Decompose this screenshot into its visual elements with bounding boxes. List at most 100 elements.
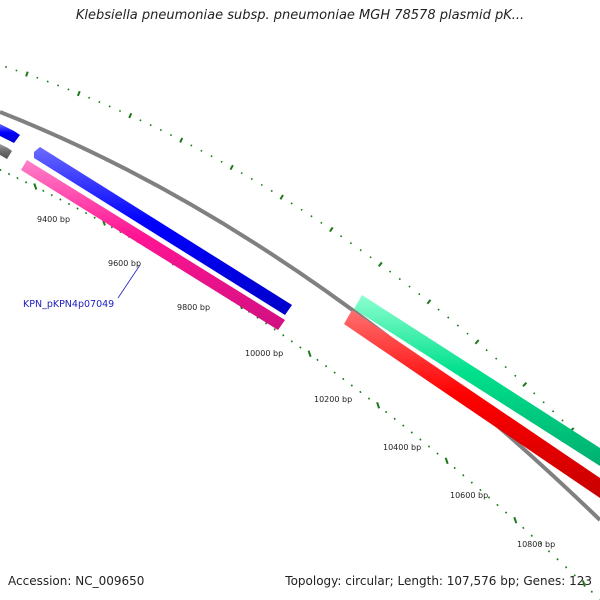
ruler-minor-tick <box>398 277 401 281</box>
tick-label-10400: 10400 bp <box>383 443 421 452</box>
ruler-inner-minor-tick <box>350 384 353 387</box>
ruler-minor-tick <box>418 293 421 296</box>
ruler-minor-tick <box>139 119 142 122</box>
ruler-inner-minor-tick <box>419 438 422 441</box>
ruler-major-tick <box>229 164 234 171</box>
feature-layer <box>0 124 600 498</box>
ruler-inner-minor-tick <box>110 226 113 229</box>
map-title: Klebsiella pneumoniae subsp. pneumoniae … <box>75 8 525 23</box>
ruler-minor-tick <box>300 208 303 211</box>
green-gene[interactable] <box>354 295 600 466</box>
ruler-inner-minor-tick <box>427 445 431 448</box>
ruler-inner-minor-tick <box>547 550 551 553</box>
ruler-inner-minor-tick <box>539 542 542 545</box>
ruler-minor-tick <box>340 235 343 238</box>
ruler-minor-tick <box>159 128 162 132</box>
ruler-major-tick <box>76 90 81 97</box>
ruler-inner-minor-tick <box>316 358 319 362</box>
tick-label-9600: 9600 bp <box>108 259 141 268</box>
ruler-inner-minor-tick <box>470 481 473 484</box>
ruler-inner-minor-tick <box>367 397 371 400</box>
tick-label-9800: 9800 bp <box>177 303 210 312</box>
ruler-inner-minor-tick <box>264 322 268 325</box>
ruler-inner-minor-tick <box>93 216 96 219</box>
ruler-major-tick <box>128 112 133 119</box>
ruler-minor-tick <box>15 69 18 72</box>
ruler-inner-minor-tick <box>324 365 328 368</box>
ruler-minor-tick <box>118 109 122 113</box>
ruler-inner-minor-tick <box>530 534 533 537</box>
ruler-minor-tick <box>485 349 488 352</box>
ruler-inner-minor-tick <box>59 198 62 201</box>
ruler-inner-minor-tick <box>84 211 88 215</box>
gene-label[interactable]: KPN_pKPN4p07049 <box>23 299 114 310</box>
ruler-minor-tick <box>514 374 517 377</box>
ruler-inner-minor-tick <box>402 424 405 427</box>
ruler-minor-tick <box>359 249 362 252</box>
ruler-minor-tick <box>108 105 111 108</box>
ruler-inner-minor-tick <box>282 334 285 337</box>
tick-label-9400: 9400 bp <box>37 215 70 224</box>
ruler-inner-minor-tick <box>333 371 336 374</box>
ruler-minor-tick <box>369 256 372 259</box>
ruler-minor-tick <box>320 221 323 224</box>
tick-label-10800: 10800 bp <box>517 540 555 549</box>
ruler-major-tick <box>522 382 528 387</box>
summary-text: Topology: circular; Length: 107,576 bp; … <box>285 574 592 588</box>
ruler-inner-minor-tick <box>290 340 293 343</box>
ruler-major-tick <box>377 261 383 267</box>
ruler-inner-minor-tick <box>487 496 491 499</box>
ruler-minor-tick <box>200 149 203 152</box>
ruler-inner-minor-tick <box>522 526 525 530</box>
ruler-minor-tick <box>210 155 213 158</box>
ruler-minor-tick <box>36 76 39 79</box>
ruler-inner-minor-tick <box>67 202 71 206</box>
ruler-minor-tick <box>542 401 545 404</box>
ruler-inner-minor-tick <box>556 558 559 561</box>
ruler-inner-minor-tick <box>436 452 439 455</box>
blue-gene-upper-left[interactable] <box>0 124 20 143</box>
ruler-inner-minor-tick <box>7 172 11 176</box>
ruler-inner-minor-tick <box>504 511 508 514</box>
ruler-inner-minor-tick <box>573 574 576 577</box>
ruler-inner-minor-tick <box>462 474 465 477</box>
ruler-inner-minor-tick <box>384 410 388 414</box>
ruler-major-tick <box>329 226 334 233</box>
tick-label-10600: 10600 bp <box>450 491 488 500</box>
gray-gene-upper-left[interactable] <box>0 144 12 159</box>
ruler-inner-minor-tick <box>564 566 568 569</box>
ruler-major-tick <box>279 194 284 200</box>
ruler-minor-tick <box>88 96 91 99</box>
ruler-minor-tick <box>46 80 49 83</box>
ruler-inner-minor-tick <box>453 466 456 470</box>
ruler-minor-tick <box>240 172 243 175</box>
backbone-arc <box>0 110 600 522</box>
ruler-inner-major-tick <box>581 580 586 587</box>
ruler-inner-minor-tick <box>273 328 276 331</box>
ruler-inner-major-tick <box>307 350 312 358</box>
ruler-inner-minor-tick <box>0 168 2 172</box>
ruler-inner-major-tick <box>513 516 518 524</box>
ruler-minor-tick <box>561 419 564 422</box>
ruler-minor-tick <box>466 332 469 335</box>
ruler-inner-minor-tick <box>342 377 345 381</box>
ruler-minor-tick <box>220 160 223 163</box>
ruler-minor-tick <box>67 88 70 91</box>
tick-labels: 9400 bp 9600 bp 9800 bp 10000 bp 10200 b… <box>37 215 555 549</box>
ruler-inner-minor-tick <box>16 176 19 180</box>
ruler-inner-minor-tick <box>410 431 413 434</box>
ruler-major-tick <box>179 137 184 143</box>
ruler-inner-minor-tick <box>299 346 302 349</box>
ruler-inner-minor-tick <box>24 181 28 184</box>
tick-label-10000: 10000 bp <box>245 349 283 358</box>
ruler-minor-tick <box>250 177 253 181</box>
ruler-minor-tick <box>504 365 507 369</box>
red-gene[interactable] <box>344 310 600 498</box>
ruler-minor-tick <box>447 316 450 319</box>
ruler-ticks <box>0 66 600 600</box>
blue-gene[interactable] <box>34 147 292 315</box>
ruler-inner-major-tick <box>444 457 449 465</box>
ruler-minor-tick <box>495 357 498 360</box>
magenta-gene[interactable] <box>21 160 285 330</box>
